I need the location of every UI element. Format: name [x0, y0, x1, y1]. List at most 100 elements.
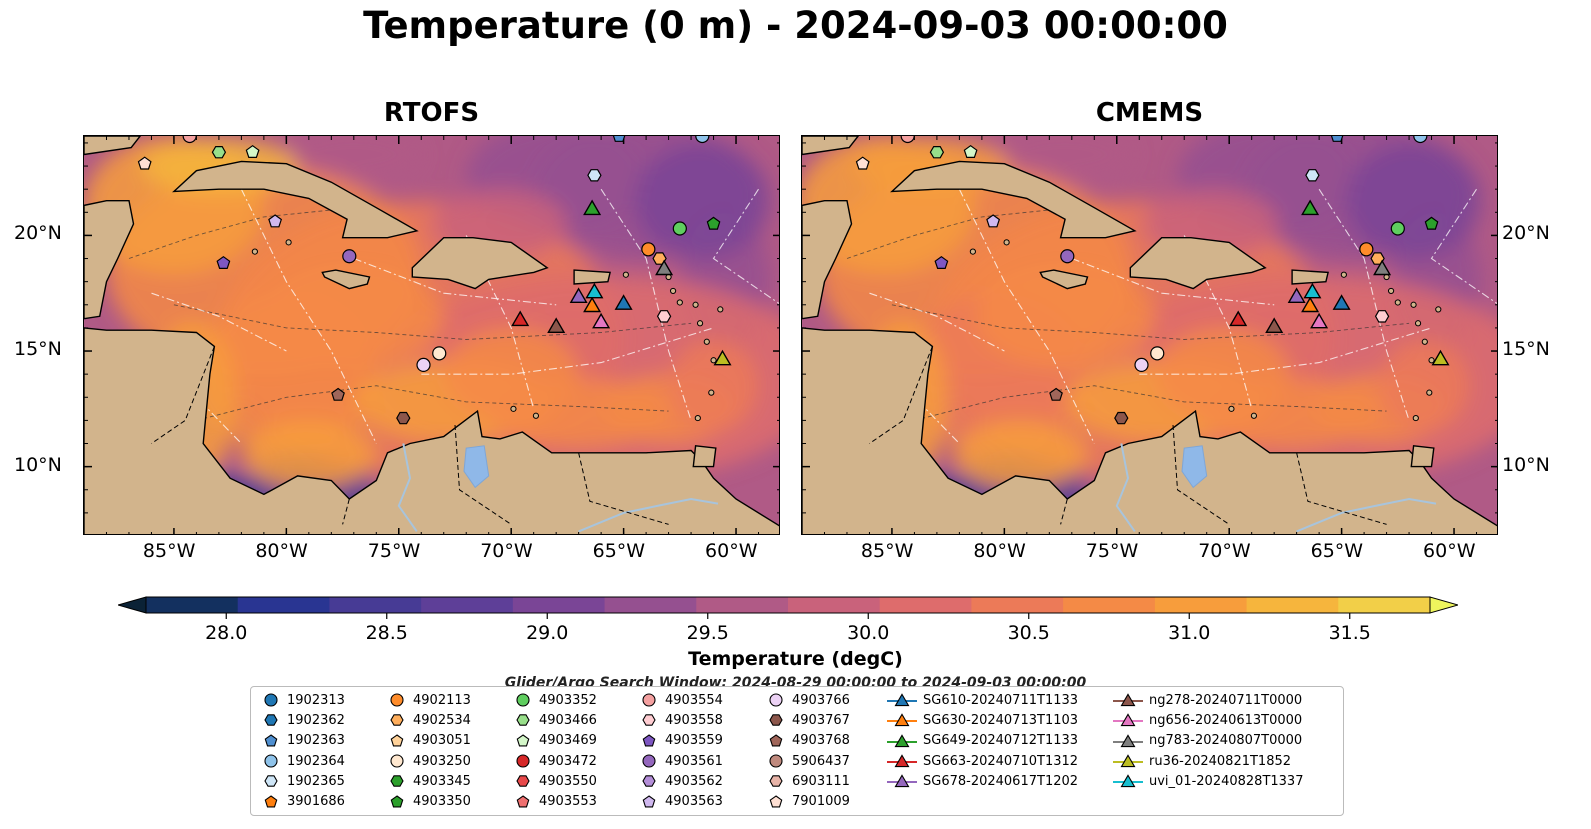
colorbar-label: Temperature (degC) — [688, 648, 903, 670]
glider-marker-SG630-20240713T1103 — [583, 296, 602, 313]
glider-marker-SG630-20240713T1103 — [1301, 296, 1320, 313]
legend-label: ng278-20240711T0000 — [1149, 692, 1303, 708]
legend-item-argo: 1902364 — [261, 751, 345, 771]
legend-column-argo: 1902313 1902362 1902363 1902364 1902365 39016… — [261, 690, 345, 812]
argo-legend-icon — [264, 754, 278, 768]
glider-marker-uvi_01-20240828T1337 — [1303, 282, 1322, 299]
argo-marker-4903767 — [1114, 411, 1129, 425]
legend-label: 1902363 — [287, 733, 345, 749]
colorbar-segment — [146, 597, 239, 613]
glider-marker-ng656-20240613T0000 — [1310, 312, 1329, 329]
legend-item-argo: 4903345 — [387, 771, 471, 791]
legend: 1902313 1902362 1902363 1902364 1902365 39016… — [250, 686, 1344, 816]
glider-marker-SG610-20240711T1133 — [1332, 294, 1351, 310]
glider-legend-icon — [887, 774, 917, 788]
legend-label: 1902364 — [287, 753, 345, 769]
legend-item-argo: 4903350 — [387, 791, 471, 811]
legend-item-argo: 4903563 — [639, 791, 723, 811]
colorbar-segment — [421, 597, 514, 613]
argo-marker-4903767 — [396, 411, 411, 425]
legend-item-argo: 4903472 — [513, 751, 597, 771]
colorbar-segment — [1154, 597, 1248, 613]
legend-item-glider: SG630-20240713T1103 — [887, 710, 1078, 730]
argo-marker-4903250 — [432, 346, 447, 361]
y-tick-label-right: 15°N — [1502, 338, 1550, 361]
legend-label: 4903469 — [539, 733, 597, 749]
argo-legend-icon — [390, 734, 404, 747]
glider-legend-icon — [1113, 774, 1143, 788]
argo-marker-4903466 — [929, 146, 945, 159]
glider-marker-ng278-20240711T0000 — [547, 317, 566, 334]
argo-marker-4903561 — [1060, 249, 1075, 264]
argo-legend-icon — [516, 754, 530, 768]
argo-marker-4903250 — [1150, 346, 1165, 361]
legend-item-argo: 4902534 — [387, 710, 471, 730]
y-tick-label-left: 20°N — [14, 222, 62, 245]
colorbar-tick-label: 28.0 — [205, 622, 248, 644]
legend-label: 4903563 — [665, 794, 723, 810]
legend-label: SG663-20240710T1312 — [923, 753, 1079, 769]
legend-label: 6903111 — [792, 773, 850, 789]
legend-item-argo: 4903550 — [513, 771, 597, 791]
legend-item-argo: 1902363 — [261, 731, 345, 751]
y-tick-label-right: 20°N — [1502, 222, 1550, 245]
legend-item-argo: 4903553 — [513, 791, 597, 811]
argo-legend-icon — [769, 775, 783, 788]
colorbar-segment — [512, 597, 606, 613]
legend-label: 4902113 — [413, 692, 471, 708]
legend-item-argo: 4903768 — [766, 731, 850, 751]
colorbar-segment — [329, 597, 422, 613]
argo-marker-1902363 — [612, 136, 626, 142]
legend-item-argo: 4903766 — [766, 690, 850, 710]
legend-label: 4903466 — [539, 712, 597, 728]
argo-marker-4903466 — [211, 146, 227, 159]
legend-item-glider: uvi_01-20240828T1337 — [1113, 771, 1303, 791]
argo-legend-icon — [516, 714, 530, 727]
y-tick-label-left: 15°N — [14, 338, 62, 361]
argo-legend-icon — [516, 794, 530, 808]
y-tick-label-left: 10°N — [14, 453, 62, 476]
chart-title: Temperature (0 m) - 2024-09-03 00:00:00 — [363, 4, 1228, 47]
x-tick-label: 60°W — [1423, 540, 1476, 562]
x-tick-label: 85°W — [860, 540, 914, 562]
legend-column-gliders: SG610-20240711T1133 SG630-20240713T1103 SG… — [887, 690, 1078, 791]
legend-label: SG610-20240711T1133 — [923, 692, 1079, 708]
legend-label: 1902362 — [287, 712, 345, 728]
legend-item-argo: 4903352 — [513, 690, 597, 710]
x-tick-label: 85°W — [142, 540, 196, 562]
legend-item-argo: 1902313 — [261, 690, 345, 710]
x-tick-label: 60°W — [705, 540, 758, 562]
argo-legend-icon — [264, 734, 278, 747]
glider-legend-icon — [887, 693, 917, 707]
glider-legend-icon — [1113, 713, 1143, 727]
argo-marker-4903766 — [1134, 357, 1149, 373]
legend-label: 7901009 — [792, 794, 850, 810]
legend-item-argo: 4903562 — [639, 771, 723, 791]
colorbar-segment — [788, 597, 881, 613]
legend-item-glider: ng656-20240613T0000 — [1113, 710, 1303, 730]
legend-item-glider: SG663-20240710T1312 — [887, 751, 1078, 771]
argo-legend-icon — [642, 734, 656, 747]
legend-item-glider: ng278-20240711T0000 — [1113, 690, 1303, 710]
argo-legend-icon — [769, 794, 783, 808]
legend-label: uvi_01-20240828T1337 — [1149, 773, 1304, 789]
colorbar-tick-label: 30.5 — [1007, 622, 1050, 644]
legend-column-argo: 4903766 4903767 4903768 5906437 6903111 79010… — [766, 690, 850, 812]
legend-label: 4903345 — [413, 773, 471, 789]
map-panel-rtofs — [83, 135, 780, 535]
legend-column-argo: 4903352 4903466 4903469 4903472 4903550 49035… — [513, 690, 597, 812]
legend-label: 5906437 — [792, 753, 850, 769]
legend-label: 3901686 — [287, 794, 345, 810]
argo-marker-1902364 — [695, 136, 710, 144]
legend-item-argo: 7901009 — [766, 791, 850, 811]
legend-item-glider: ng783-20240807T0000 — [1113, 731, 1303, 751]
x-tick-label: 70°W — [1198, 540, 1251, 562]
legend-label: ng656-20240613T0000 — [1149, 712, 1303, 728]
glider-marker-SG610-20240711T1133 — [614, 294, 633, 310]
x-tick-label: 75°W — [367, 540, 421, 562]
argo-marker-4903559 — [216, 255, 231, 269]
glider-marker-SG678-20240617T1202 — [569, 287, 588, 304]
argo-marker-4903561 — [342, 249, 357, 264]
legend-item-glider: SG649-20240712T1133 — [887, 731, 1078, 751]
legend-column-gliders: ng278-20240711T0000 ng656-20240613T0000 ng… — [1113, 690, 1303, 791]
